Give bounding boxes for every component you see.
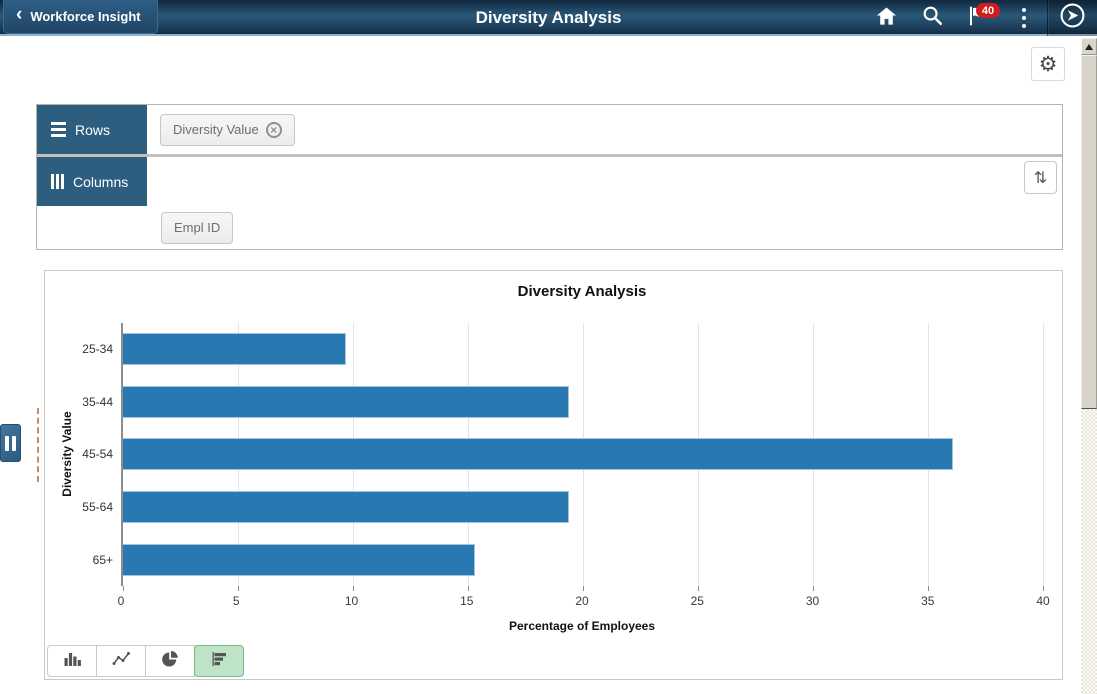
notifications-button[interactable]: 40 [955,0,1001,36]
vertical-bar-chart-icon [63,650,82,673]
row-chip-label: Diversity Value [173,122,259,137]
bar [123,543,475,576]
x-tick-label: 15 [460,594,474,608]
scroll-up-button[interactable] [1081,38,1097,55]
columns-header-label: Columns [73,173,129,190]
columns-icon [51,174,64,189]
vertical-scrollbar[interactable] [1081,38,1097,694]
bar-row: 45-54 [82,428,1043,481]
sort-button[interactable]: ⇅ [1024,161,1057,194]
category-label: 35-44 [82,394,113,409]
x-tick-label: 10 [344,594,359,608]
scrollbar-thumb[interactable] [1081,55,1097,409]
bar-row: 65+ [93,533,1043,586]
up-arrow-icon [1085,43,1093,50]
bar [123,333,347,366]
settings-button[interactable]: ⚙ [1031,47,1065,81]
tick-mark [353,586,354,591]
category-label: 45-54 [82,447,113,462]
x-tick-label: 25 [690,594,704,608]
x-tick-label: 30 [805,594,820,608]
rows-icon [51,122,66,137]
x-tick-row: 0 5 10 15 20 25 30 35 40 [117,594,1050,608]
drop-indicator [37,408,39,482]
x-tick-label: 0 [117,594,125,608]
pivot-divider [37,154,1062,157]
chart-title: Diversity Analysis [517,283,647,300]
home-button[interactable] [863,0,909,36]
category-label: 25-34 [82,342,113,357]
back-button-label: Workforce Insight [30,9,141,24]
y-axis-label: Diversity Value [60,411,74,497]
chart-panel: Diversity Analysis 25-34 35-44 45-54 55-64 6… [44,270,1063,680]
bar [123,385,570,418]
rows-section: Rows Diversity Value × [37,105,1062,154]
tick-mark [583,586,584,591]
compass-icon [1059,2,1086,34]
plot-area: 25-34 35-44 45-54 55-64 65+ [82,323,1044,591]
tick-mark [468,586,469,591]
x-tick-label: 20 [575,594,589,608]
chart-type-horizontal-bar-button[interactable] [194,645,244,677]
x-tick-label: 35 [921,594,935,608]
rows-header-label: Rows [75,121,111,138]
chart-type-toolbar [47,645,244,677]
tick-mark [123,586,124,591]
tick-mark [698,586,699,591]
back-chevron-icon: ‹ [16,4,23,25]
bar [123,491,570,524]
remove-chip-icon[interactable]: × [265,121,282,138]
pivot-panel: Rows Diversity Value × Columns ⇅ Empl ID [36,104,1063,250]
columns-section: Columns ⇅ [37,157,1062,206]
pause-icon [5,435,9,451]
tick-mark [928,586,929,591]
columns-header[interactable]: Columns [37,157,147,206]
category-label: 65+ [92,552,113,567]
category-label: 55-64 [82,500,113,515]
header-icon-group: 40 [863,0,1097,36]
gear-icon: ⚙ [1038,52,1058,76]
bar-row: 25-34 [82,323,1043,376]
bar-row: 35-44 [82,376,1043,429]
tick-mark [813,586,814,591]
search-icon [921,4,944,32]
x-tick-label: 40 [1036,594,1050,608]
sort-icon: ⇅ [1033,168,1048,187]
x-axis-label: Percentage of Employees [508,619,656,633]
bar [123,438,954,471]
header-bar: ‹ Workforce Insight Diversity Analysis 4… [0,0,1097,36]
tick-mark [1043,586,1044,591]
scrollbar-track[interactable] [1081,409,1097,694]
column-chip-empl-id[interactable]: Empl ID [161,211,234,244]
chart-type-pie-button[interactable] [145,645,195,677]
actions-menu-button[interactable] [1001,0,1047,36]
chart-type-vertical-bar-button[interactable] [47,645,97,677]
expand-panel-tab[interactable] [0,424,21,462]
column-chip-area: Empl ID [37,206,1062,249]
home-icon [875,5,898,31]
navbar-button[interactable] [1047,0,1097,36]
bar-row: 55-64 [82,481,1043,534]
back-button[interactable]: ‹ Workforce Insight [3,0,158,34]
column-chip-label: Empl ID [174,220,221,235]
line-chart-icon [112,650,131,673]
search-button[interactable] [909,0,955,36]
x-tick-label: 5 [232,594,240,608]
notification-badge: 40 [976,3,1000,18]
tick-mark [238,586,239,591]
row-chip-diversity-value[interactable]: Diversity Value × [160,113,295,146]
pie-chart-icon [161,650,180,673]
kebab-menu-icon [1022,8,1026,28]
rows-header[interactable]: Rows [37,105,147,154]
gridline [1043,323,1044,586]
chart-type-line-button[interactable] [96,645,146,677]
horizontal-bar-chart-icon [210,650,229,673]
